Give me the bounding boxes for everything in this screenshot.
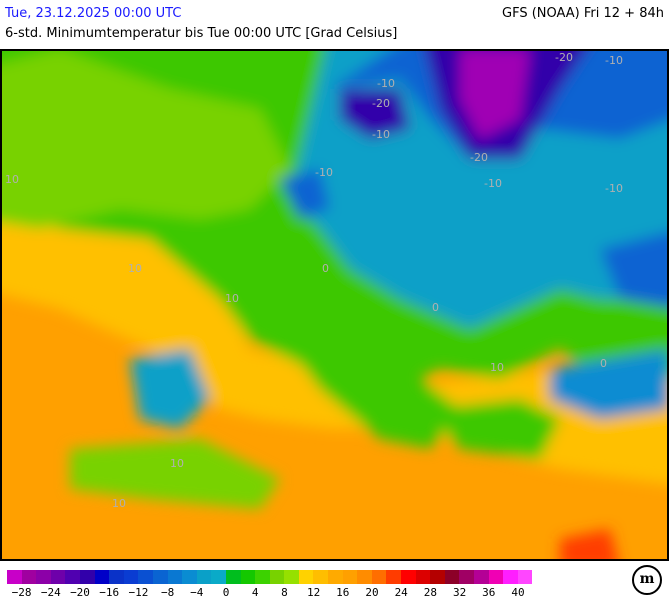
legend-swatch — [298, 570, 314, 584]
legend-tick-label: 12 — [306, 586, 321, 599]
legend-swatch — [240, 570, 256, 584]
legend-swatch — [255, 570, 270, 584]
contour-label: -10 — [605, 54, 623, 67]
legend-swatch — [357, 570, 372, 584]
color-legend — [7, 570, 533, 584]
legend-swatch — [371, 570, 387, 584]
legend-swatch — [313, 570, 329, 584]
legend-swatch — [415, 570, 431, 584]
legend-swatch — [109, 570, 124, 584]
contour-label: -20 — [555, 51, 573, 64]
turkey-cold-region — [550, 349, 668, 419]
legend-swatch — [211, 570, 226, 584]
contour-label: -10 — [372, 128, 390, 141]
legend-swatch — [79, 570, 95, 584]
legend-swatch — [517, 570, 533, 584]
legend-swatch — [401, 570, 416, 584]
legend-tick-label: 4 — [251, 586, 259, 599]
legend-tick-label: 28 — [423, 586, 438, 599]
legend-ticks: −28 −24 −20 −16 −12 −8 −4 0 4 8 12 16 20 24 28 32 36 40 — [0, 586, 669, 600]
legend-tick-label: −24 — [40, 586, 61, 599]
contour-label: 10 — [170, 457, 184, 470]
legend-swatch — [269, 570, 285, 584]
legend-swatch — [488, 570, 504, 584]
legend-swatch — [50, 570, 66, 584]
legend-tick-label: 20 — [365, 586, 379, 599]
lime-region — [1, 50, 290, 229]
legend-swatch — [474, 570, 489, 584]
legend-tick-label: −8 — [160, 586, 175, 599]
contour-label: -10 — [605, 182, 623, 195]
legend-tick-label: 0 — [222, 586, 230, 599]
temperature-map: -20 -20 -20 -10 -10 -10 -10 -10 -10 0 0 … — [0, 49, 669, 561]
valid-time: Tue, 23.12.2025 00:00 UTC — [5, 6, 182, 21]
north-africa-green-region — [70, 439, 280, 509]
legend-tick-label: 16 — [336, 586, 350, 599]
legend-swatch — [196, 570, 212, 584]
legend-swatch — [21, 570, 37, 584]
balkans-green-region — [290, 349, 560, 459]
legend-swatch — [444, 570, 460, 584]
map-frame — [0, 49, 669, 561]
legend-swatch — [225, 570, 241, 584]
legend-swatch — [7, 570, 22, 584]
legend-tick-label: 24 — [394, 586, 408, 599]
brand-logo: m — [632, 565, 662, 595]
legend-swatch — [386, 570, 402, 584]
legend-swatch — [94, 570, 110, 584]
legend-swatch — [123, 570, 139, 584]
contour-label: 0 — [432, 301, 439, 314]
legend-tick-label: −16 — [99, 586, 120, 599]
legend-tick-label: 40 — [511, 586, 525, 599]
blue-region — [280, 50, 668, 307]
contour-label: 10 — [5, 173, 19, 186]
legend-swatch — [503, 570, 518, 584]
contour-label: 0 — [600, 357, 607, 370]
legend-swatch — [138, 570, 153, 584]
legend-swatch — [342, 570, 358, 584]
contour-label: 0 — [322, 262, 329, 275]
legend-swatch — [182, 570, 197, 584]
legend-tick-label: −20 — [70, 586, 90, 599]
legend-swatch — [459, 570, 474, 584]
contour-label: 10 — [225, 292, 239, 305]
contour-label: -10 — [377, 77, 395, 90]
legend-swatch — [284, 570, 299, 584]
hot-region — [560, 529, 618, 560]
contour-label: -10 — [315, 166, 333, 179]
legend-swatch — [430, 570, 445, 584]
legend-tick-label: 32 — [452, 586, 467, 599]
contour-label: 10 — [490, 361, 504, 374]
legend-tick-label: 36 — [482, 586, 496, 599]
legend-tick-label: −28 — [11, 586, 32, 599]
legend-tick-label: −4 — [190, 586, 204, 599]
purple-region — [460, 50, 530, 139]
iberia-cold-region — [130, 349, 210, 429]
contour-label: -20 — [372, 97, 390, 110]
legend-tick-label: −12 — [128, 586, 149, 599]
legend-swatch — [328, 570, 343, 584]
legend-swatch — [36, 570, 51, 584]
contour-label: -20 — [470, 151, 488, 164]
model-run: GFS (NOAA) Fri 12 + 84h — [502, 6, 664, 21]
legend-tick-label: 8 — [281, 586, 288, 599]
contour-labels: -20 -20 -20 -10 -10 -10 -10 -10 -10 0 0 … — [5, 51, 623, 510]
legend-swatch — [167, 570, 183, 584]
contour-label: 10 — [112, 497, 126, 510]
legend-swatch — [65, 570, 80, 584]
contour-label: 10 — [128, 262, 142, 275]
legend-swatch — [152, 570, 168, 584]
parameter-title: 6-std. Minimumtemperatur bis Tue 00:00 U… — [5, 26, 398, 41]
contour-label: -10 — [484, 177, 502, 190]
